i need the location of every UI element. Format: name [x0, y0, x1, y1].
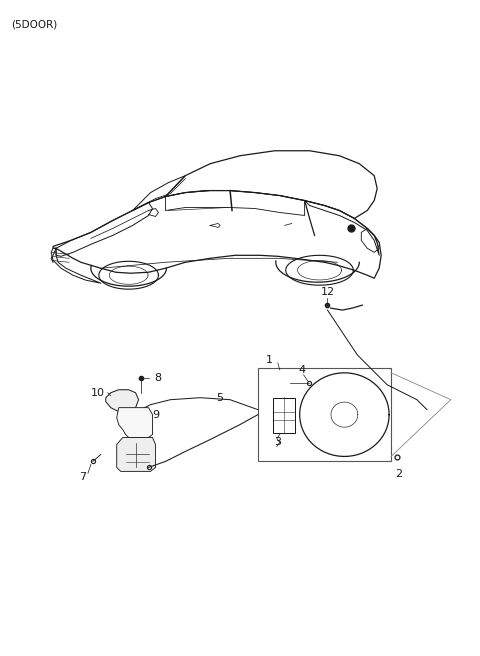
Text: 7: 7 [79, 472, 86, 482]
Polygon shape [117, 407, 153, 438]
Bar [273, 398, 295, 432]
Text: 10: 10 [91, 388, 105, 398]
Text: 8: 8 [154, 373, 161, 383]
Bar [258, 368, 391, 461]
Text: 9: 9 [152, 409, 159, 420]
Text: 4: 4 [298, 365, 305, 375]
Polygon shape [106, 390, 139, 412]
Text: (5DOOR): (5DOOR) [12, 19, 58, 30]
Text: 2: 2 [396, 470, 403, 480]
Text: 12: 12 [321, 287, 335, 297]
Text: 3: 3 [274, 436, 281, 447]
Text: 5: 5 [216, 393, 224, 403]
Polygon shape [117, 438, 156, 472]
Text: 1: 1 [266, 355, 273, 365]
